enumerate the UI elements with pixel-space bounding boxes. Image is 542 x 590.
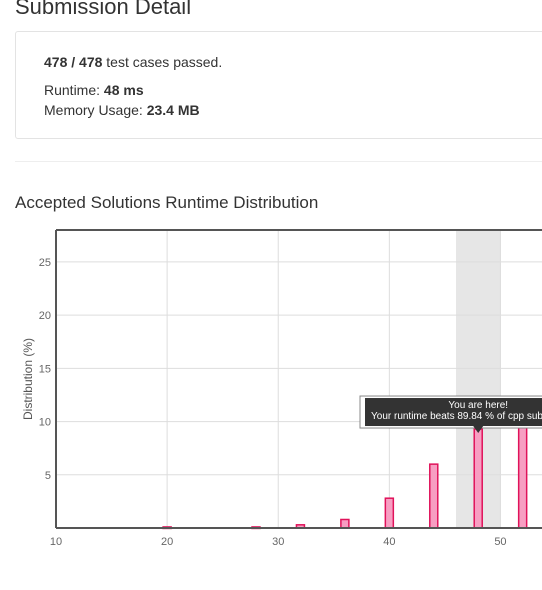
runtime-distribution-chart[interactable]: 5 10 15 20 25 10 20 30 40 50 Distribution (%) You a… [0,220,542,560]
section-divider [15,161,542,162]
test-cases-result: 478 / 478 test cases passed. [44,54,222,70]
y-tick-label: 25 [39,257,51,269]
x-tick-label: 20 [161,536,173,548]
x-tick-label: 30 [272,536,284,548]
tooltip-title: You are here! [448,400,508,411]
y-tick-label: 20 [39,310,51,322]
tooltip-body: Your runtime beats 89.84 % of cpp submis… [371,411,542,422]
memory-stat: Memory Usage: 23.4 MB [44,102,200,118]
x-tick-label: 10 [50,536,62,548]
test-cases-label: test cases passed. [102,54,223,70]
y-tick-label: 10 [39,417,51,429]
x-tick-label: 50 [494,536,506,548]
runtime-tooltip: You are here!Your runtime beats 89.84 % … [359,395,542,434]
runtime-stat: Runtime: 48 ms [44,82,144,98]
tooltip-background [365,398,542,427]
page-title: Submission Detail [15,0,192,19]
test-cases-count: 478 / 478 [44,54,103,70]
distribution-bar [340,518,350,529]
x-tick-label: 40 [383,536,395,548]
y-tick-label: 5 [45,470,51,482]
distribution-bar [473,428,483,529]
distribution-bar [429,463,439,529]
runtime-label: Runtime: [44,82,104,98]
distribution-bar [384,497,395,529]
tooltip-arrow [473,426,484,434]
distribution-bar [517,420,528,529]
memory-value: 23.4 MB [146,102,200,118]
submission-summary-panel: 478 / 478 test cases passed. Runtime: 48… [15,31,542,139]
y-axis-label: Distribution (%) [21,338,35,420]
memory-label: Memory Usage: [44,102,147,118]
y-tick-label: 15 [39,363,51,375]
runtime-value: 48 ms [103,82,144,98]
runtime-distribution-title: Accepted Solutions Runtime Distribution [15,193,319,212]
